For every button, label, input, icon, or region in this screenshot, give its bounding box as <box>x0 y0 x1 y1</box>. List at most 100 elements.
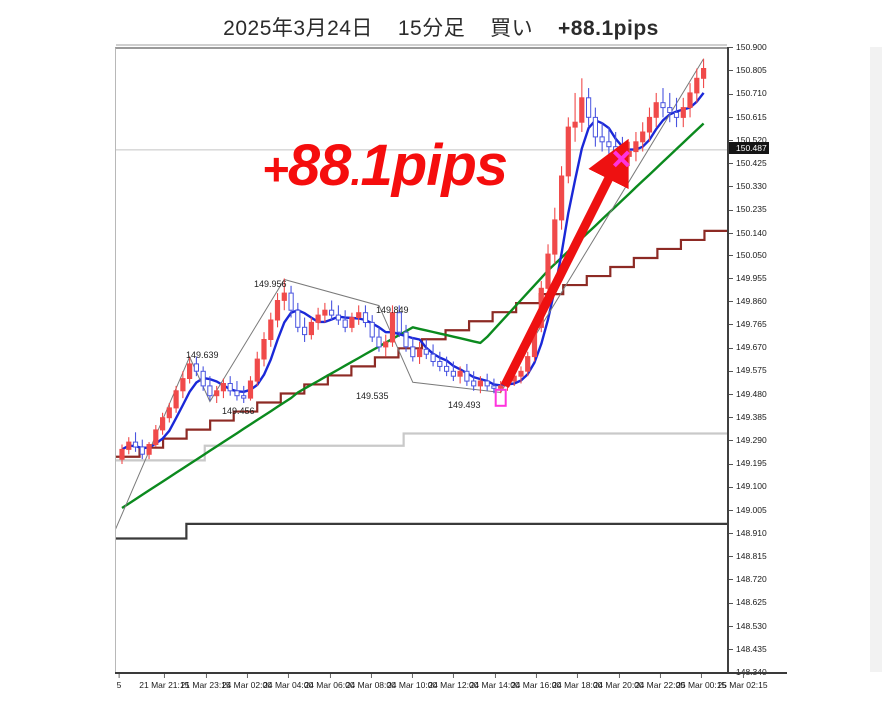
price-tick: 149.005 <box>729 504 767 516</box>
price-tick-label: 150.140 <box>736 227 767 238</box>
fractal-price-label: 149.493 <box>448 400 481 410</box>
time-tick: 21 Mar 21:15 <box>139 674 189 690</box>
time-tick-label: 21 Mar 23:15 <box>180 680 231 690</box>
tick-dash <box>729 533 733 535</box>
tick-mark <box>453 674 455 678</box>
price-tick-label: 148.625 <box>736 597 767 608</box>
time-tick: 21 Mar 23:15 <box>180 674 231 690</box>
price-tick: 150.710 <box>729 87 767 99</box>
fractal-price-label: 149.535 <box>356 391 389 401</box>
price-tick-label: 149.290 <box>736 435 767 446</box>
price-tick-label: 149.480 <box>736 388 767 399</box>
time-tick: 5 <box>116 674 122 690</box>
tick-dash <box>729 370 733 372</box>
price-tick-label: 149.575 <box>736 365 767 376</box>
price-tick-label: 149.005 <box>736 504 767 515</box>
tick-mark <box>536 674 537 678</box>
tick-dash <box>729 254 733 256</box>
time-tick-label: 24 Mar 06:00 <box>304 680 355 690</box>
time-tick: 24 Mar 12:00 <box>428 674 478 690</box>
chart-canvas <box>116 58 728 540</box>
price-tick: 150.900 <box>729 41 767 53</box>
time-tick: 25 Mar 02:15 <box>717 674 768 690</box>
price-tick: 149.575 <box>729 364 767 376</box>
tick-mark <box>370 674 372 678</box>
time-tick-label: 24 Mar 22:00 <box>634 680 685 690</box>
price-tick-label: 148.910 <box>736 527 767 538</box>
price-tick: 150.520 <box>729 134 767 146</box>
tick-dash <box>729 163 733 165</box>
time-tick: 24 Mar 20:00 <box>594 674 644 690</box>
tick-mark <box>701 674 703 678</box>
tick-mark <box>118 674 120 678</box>
price-tick-label: 150.520 <box>736 134 767 145</box>
price-tick: 148.720 <box>729 573 767 585</box>
overlay-int: 88 <box>287 133 352 198</box>
tick-dash <box>729 277 733 279</box>
time-tick-label: 5 <box>116 680 122 690</box>
fractal-price-label: 149.639 <box>186 350 219 360</box>
time-tick-label: 24 Mar 04:00 <box>263 680 314 690</box>
price-tick-label: 148.720 <box>736 574 767 585</box>
title-direction: 買い <box>490 17 534 40</box>
time-tick: 24 Mar 18:00 <box>552 674 603 690</box>
tick-mark <box>288 674 290 678</box>
pips-overlay-text: +88.1pips <box>262 137 508 195</box>
price-tick: 150.425 <box>729 157 767 169</box>
title-result-pips: +88.1pips <box>558 17 659 40</box>
price-tick-label: 149.100 <box>736 481 767 492</box>
price-tick-label: 149.385 <box>736 411 767 422</box>
time-tick: 24 Mar 22:00 <box>634 674 685 690</box>
tick-dash <box>729 463 733 465</box>
price-tick: 149.765 <box>729 318 767 330</box>
tick-dash <box>729 393 733 395</box>
tick-dash <box>729 232 733 234</box>
time-tick-label: 24 Mar 08:00 <box>345 680 396 690</box>
tick-dash <box>729 579 733 581</box>
time-tick: 24 Mar 10:00 <box>387 674 438 690</box>
current-price-badge: 150.487 <box>729 141 769 154</box>
chart-plot-area[interactable] <box>115 44 728 672</box>
price-tick: 150.615 <box>729 111 767 123</box>
overlay-dec: 1 <box>360 133 393 198</box>
time-tick-label: 25 Mar 02:15 <box>717 680 768 690</box>
price-tick-label: 150.235 <box>736 204 767 215</box>
tick-dash <box>729 417 733 419</box>
price-tick-label: 150.900 <box>736 42 767 52</box>
price-tick-label: 149.765 <box>736 319 767 330</box>
price-tick-label: 150.710 <box>736 88 767 99</box>
time-tick: 24 Mar 08:00 <box>345 674 396 690</box>
price-tick: 148.625 <box>729 596 767 608</box>
price-axis[interactable]: 150.900 150.805 150.710 150.615 150.520 150.4… <box>727 42 787 677</box>
price-tick-label: 148.530 <box>736 620 767 631</box>
tick-dash <box>729 209 733 211</box>
tick-dash <box>729 140 733 142</box>
time-tick-label: 24 Mar 18:00 <box>552 680 603 690</box>
time-tick-label: 24 Mar 14:00 <box>469 680 520 690</box>
price-tick: 150.235 <box>729 203 767 215</box>
tick-dash <box>729 70 733 72</box>
price-tick: 149.860 <box>729 295 767 307</box>
price-tick: 150.330 <box>729 180 767 192</box>
price-tick-label: 150.050 <box>736 249 767 260</box>
price-tick-label: 149.195 <box>736 458 767 469</box>
time-tick-label: 24 Mar 16:00 <box>510 680 562 690</box>
price-tick-label: 149.860 <box>736 295 767 306</box>
price-tick: 149.290 <box>729 434 767 446</box>
price-tick: 150.050 <box>729 249 767 261</box>
time-tick: 24 Mar 16:00 <box>510 674 562 690</box>
price-tick: 149.195 <box>729 457 767 469</box>
time-tick: 25 Mar 00:15 <box>676 674 726 690</box>
overlay-dot: . <box>350 150 361 194</box>
time-axis[interactable]: 5 21 Mar 21:15 21 Mar 23:15 24 Mar 02:00 24 … <box>115 672 787 698</box>
time-tick-label: 24 Mar 10:00 <box>387 680 438 690</box>
title-date: 2025年3月24日 <box>223 17 373 40</box>
current-price-label: 150.487 <box>736 142 767 153</box>
vertical-scrollbar[interactable] <box>870 47 882 672</box>
time-tick-label: 24 Mar 02:00 <box>221 680 272 690</box>
tick-dash <box>729 556 733 558</box>
tick-mark <box>659 674 661 678</box>
tick-mark <box>742 674 744 678</box>
price-tick: 150.805 <box>729 64 767 76</box>
fractal-price-label: 149.456 <box>222 406 255 416</box>
